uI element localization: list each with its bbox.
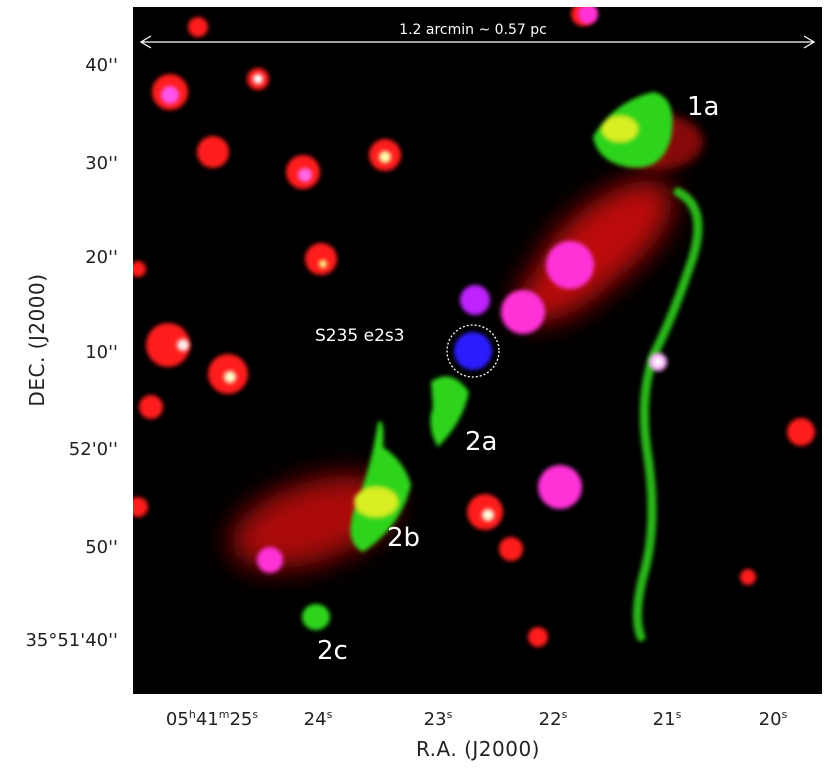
blue-source: [454, 332, 492, 370]
scale-bar-label: 1.2 arcmin ~ 0.57 pc: [399, 22, 547, 38]
x-tick-hours: 05: [165, 709, 189, 730]
x-tick-m-unit: m: [218, 708, 230, 721]
source-label-s235-e2s3: S235 e2s3: [315, 326, 405, 346]
x-tick-seconds: 25: [229, 709, 253, 730]
source-marker-circle: [446, 324, 500, 378]
region-label-2a: 2a: [465, 427, 498, 457]
x-tick-s-unit: s: [781, 708, 788, 721]
x-axis-title: R.A. (J2000): [416, 737, 540, 761]
x-tick-s-unit: s: [326, 708, 333, 721]
x-tick-h-unit: h: [188, 708, 196, 721]
y-tick-label: 50'': [85, 537, 118, 558]
red-stars: [133, 7, 815, 647]
x-tick-s-unit: s: [675, 708, 682, 721]
red-nebula-lower: [231, 475, 395, 569]
x-tick-label: 22s: [539, 708, 568, 730]
x-tick-seconds: 22: [538, 709, 562, 730]
y-tick-label: 10'': [85, 342, 118, 363]
region-label-2b: 2b: [387, 523, 421, 553]
scale-bar: [139, 35, 816, 49]
green-filament-1a: [593, 92, 673, 168]
x-tick-label: 23s: [424, 708, 453, 730]
region-label-1a: 1a: [687, 92, 720, 122]
magenta-stars: [257, 7, 598, 573]
y-tick-label: 40'': [85, 55, 118, 76]
x-tick-seconds: 24: [303, 709, 327, 730]
rgb-composite-image: [133, 7, 816, 647]
x-tick-s-unit: s: [252, 708, 259, 721]
x-tick-s-unit: s: [446, 708, 453, 721]
x-tick-seconds: 23: [423, 709, 447, 730]
green-filament-2b: [350, 421, 411, 552]
x-tick-s-unit: s: [561, 708, 568, 721]
y-axis-title: DEC. (J2000): [25, 273, 49, 407]
y-tick-label: 30'': [85, 153, 118, 174]
y-tick-label: 52'0'': [68, 439, 118, 460]
y-tick-label: 20'': [85, 247, 118, 268]
astronomical-image: [133, 7, 822, 694]
x-tick-label: 20s: [759, 708, 788, 730]
region-label-2c: 2c: [317, 636, 348, 666]
green-filament-2c: [302, 604, 330, 630]
green-filament-2a: [430, 376, 469, 447]
x-tick-label: 24s: [304, 708, 333, 730]
x-tick-seconds: 20: [758, 709, 782, 730]
green-filament-vertical: [633, 187, 703, 642]
y-tick-label: 35°51'40'': [25, 630, 118, 651]
star-cores: [161, 74, 667, 521]
x-tick-seconds: 21: [652, 709, 676, 730]
x-tick-label: 05h41m25s: [166, 708, 258, 730]
x-tick-label: 21s: [653, 708, 682, 730]
x-tick-minutes: 41: [195, 709, 219, 730]
